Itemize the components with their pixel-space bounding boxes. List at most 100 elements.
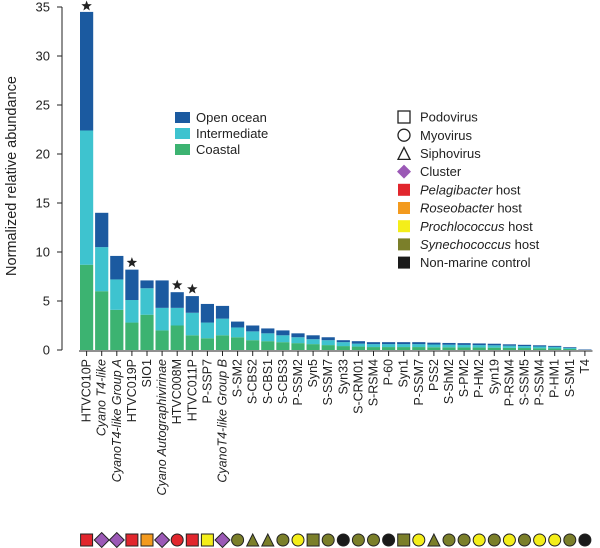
square-filled-icon [398,202,410,214]
x-category-label: Cyano T4-like [95,359,109,436]
bar-segment-intermediate [336,342,350,347]
stars-group [81,0,198,294]
x-category-label: P-SSM4 [533,359,547,406]
bar-segment-coastal [170,325,184,350]
bar-segment-coastal [110,309,124,350]
x-category-label: CyanoT4-like Group B [216,359,230,483]
star-icon [126,257,138,268]
bar-segment-open-ocean [261,328,275,334]
triangle-marker-icon [427,532,441,547]
circle-marker-icon [563,533,577,547]
bar-segment-coastal [336,346,350,350]
x-category-label: Syn19 [487,359,501,394]
bar-segment-open-ocean [231,321,245,328]
bar-segment-open-ocean [563,347,577,349]
bar-segment-open-ocean [276,330,290,336]
circle-marker-icon [442,533,456,547]
bar-segment-open-ocean [442,342,456,345]
diamond-marker-icon [214,531,231,548]
circle-marker-icon [487,533,501,547]
x-category-label: Syn1 [397,359,411,388]
bar-segment-coastal [200,338,214,350]
x-category-label: Syn33 [336,359,350,394]
bar-segment-open-ocean [80,11,94,131]
square-outline-icon [397,110,411,124]
circle-marker-icon [321,533,335,547]
bar-segment-intermediate [548,346,562,349]
circle-marker-icon [548,533,562,547]
bar-segment-open-ocean [397,342,411,345]
bar-segment-intermediate [215,318,230,336]
bar-segment-intermediate [170,307,184,326]
diamond-marker-icon [153,531,171,548]
bar-segment-open-ocean [412,342,426,345]
x-category-label: PSS2 [427,359,441,391]
x-category-label: T4 [578,359,592,374]
square-filled-icon [398,220,410,233]
bar-segment-coastal [321,345,335,350]
circle-marker-icon [336,533,350,547]
legend-marker-label: Pelagibacter host [420,182,521,197]
bar-segment-intermediate [185,312,199,336]
star-icon [187,283,198,294]
circle-marker-icon [351,533,365,547]
square-marker-icon [140,533,154,547]
x-category-label: S-ShM2 [442,359,456,404]
diamond-marker-icon [93,531,110,548]
bar-segment-coastal [427,347,441,350]
x-category-label: P-SSP7 [200,359,214,404]
x-category-label: HTVC008M [170,359,184,424]
circle-marker-icon [276,533,290,547]
marker-legend: Podovirus Myovirus Siphovirus Cluster Pelagi… [396,110,540,270]
bar-segment-coastal [231,337,245,350]
circle-marker-icon [472,533,486,547]
bar-segment-coastal [563,349,577,350]
bar-segment-intermediate [140,288,154,315]
x-category-label: S-CBS3 [276,359,290,404]
x-category-label: P-SSM2 [291,359,305,406]
x-category-label: P-RSM4 [502,359,516,406]
x-category-label: S-PM2 [457,359,471,397]
square-marker-icon [185,533,199,547]
bar-segment-open-ocean [336,340,350,343]
bar-segment-coastal [291,343,305,350]
bar-segment-open-ocean [185,296,199,313]
bar-segment-coastal [276,342,290,350]
bar-segment-coastal [517,348,532,350]
circle-marker-icon [533,533,547,547]
legend-marker-label: Cluster [420,164,462,179]
bar-segment-coastal [261,341,275,350]
bar-segment-intermediate [457,344,471,348]
bar-segment-coastal [185,335,199,350]
square-filled-icon [398,238,410,251]
bar-segment-intermediate [231,327,245,338]
bar-segment-coastal [548,348,562,350]
legend-marker-label: Prochlococcus host [420,219,533,234]
x-category-label: S-SSM5 [518,359,532,406]
legend-swatch [175,144,190,155]
circle-marker-icon [231,533,245,547]
bar-segment-intermediate [412,344,426,348]
bar-segment-intermediate [306,339,320,345]
x-category-label: S-CBS1 [261,359,275,404]
bar-segment-open-ocean [125,269,139,301]
bar-segment-coastal [502,347,516,350]
x-category-label: S-CRM01 [351,359,365,414]
diamond-filled-icon [397,164,411,179]
bar-segment-coastal [351,346,365,350]
x-category-label: HTVC019P [125,359,139,422]
bar-segment-intermediate [155,307,169,331]
legend-marker-label: Myovirus [420,128,473,143]
x-category-label: S-SM2 [231,359,245,397]
legend-marker-label: Podovirus [420,110,478,125]
bar-segment-open-ocean [215,305,230,319]
bar-segment-coastal [397,347,411,350]
y-axis-title: Normalized relative abundance [4,76,20,276]
square-marker-icon [80,533,94,547]
circle-marker-icon [382,533,396,547]
bar-segment-coastal [246,340,260,350]
legend-marker-label: Roseobacter host [420,201,522,216]
bar-segment-open-ocean [457,343,471,345]
y-tick-label: 5 [43,294,50,309]
